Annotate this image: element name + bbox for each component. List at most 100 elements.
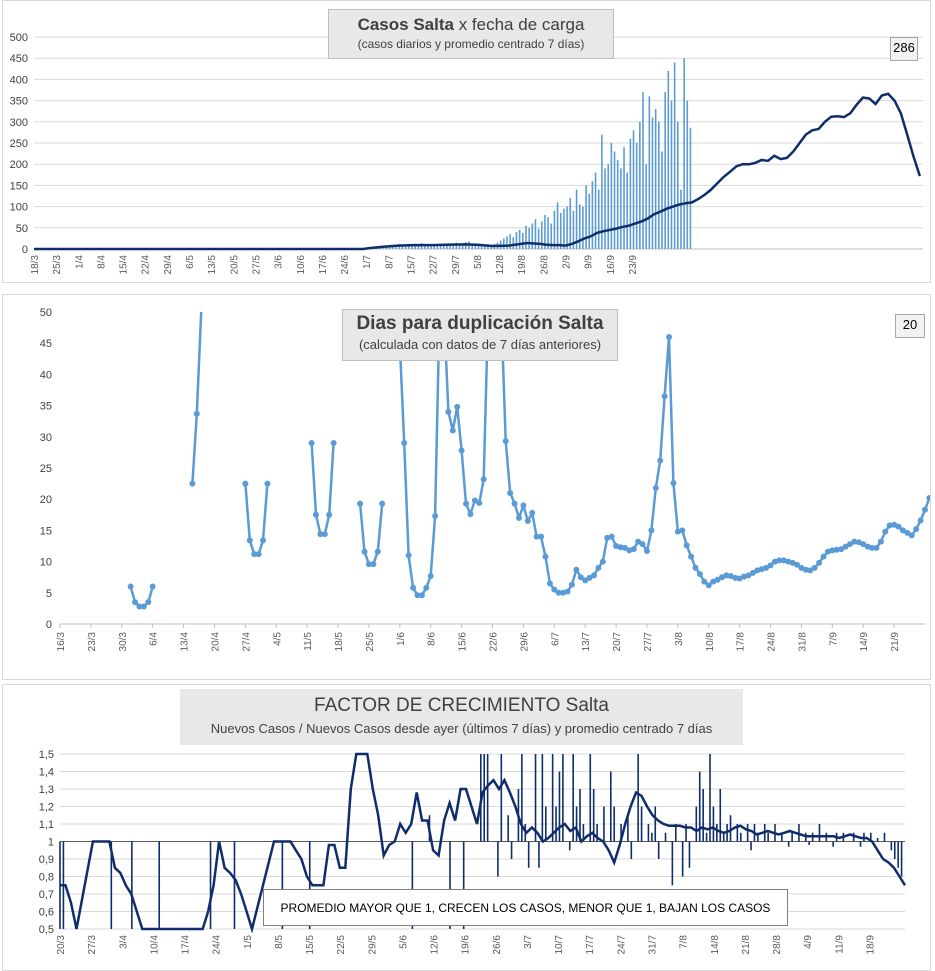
doubling-point — [546, 580, 553, 587]
doubling-point — [515, 514, 522, 521]
x-tick-label: 12/6 — [430, 935, 441, 955]
x-tick-label: 11/9 — [834, 935, 845, 954]
x-tick-label: 29/4 — [163, 255, 174, 275]
x-tick-label: 5/6 — [398, 935, 409, 949]
daily-case-bar — [585, 185, 587, 249]
doubling-point — [538, 533, 545, 540]
daily-case-bar — [471, 244, 473, 249]
daily-case-bar — [632, 130, 635, 249]
daily-case-bar — [430, 246, 432, 249]
chart-dup-title: Dias para duplicación Salta — [356, 313, 604, 334]
daily-case-bar — [607, 164, 610, 249]
daily-case-bar — [648, 96, 651, 249]
x-tick-label: 8/4 — [96, 255, 107, 269]
doubling-line — [358, 503, 384, 566]
doubling-point — [807, 567, 814, 574]
doubling-point — [189, 480, 196, 487]
x-tick-label: 23/9 — [628, 255, 639, 275]
doubling-point — [635, 538, 642, 545]
x-tick-label: 14/9 — [859, 632, 870, 652]
daily-case-bar — [477, 246, 480, 249]
daily-case-bar — [683, 58, 685, 250]
daily-case-bar — [613, 151, 616, 249]
doubling-point — [696, 571, 703, 578]
daily-case-bar — [503, 238, 505, 249]
doubling-point — [639, 541, 646, 548]
x-tick-label: 13/4 — [180, 632, 191, 652]
daily-case-bar — [534, 219, 537, 249]
daily-case-bar — [594, 172, 597, 249]
daily-case-bar — [404, 244, 407, 249]
chart-factor-title-box: FACTOR DE CRECIMIENTO Salta Nuevos Casos… — [180, 689, 743, 745]
x-tick-label: 21/8 — [741, 935, 752, 955]
average-line — [34, 92, 922, 251]
daily-case-bar — [446, 243, 448, 249]
doubling-point — [670, 479, 677, 486]
doubling-point — [251, 551, 258, 558]
daily-case-bar — [525, 225, 527, 249]
y-tick-label: 1,3 — [39, 784, 54, 796]
doubling-point — [454, 403, 461, 410]
chart-dup-title-box: Dias para duplicación Salta (calculada c… — [342, 309, 618, 361]
doubling-point — [449, 427, 456, 434]
doubling-point — [145, 599, 152, 606]
factor-average-line — [60, 752, 907, 934]
daily-case-bar — [540, 221, 543, 249]
chart-casos-subtitle: (casos diarios y promedio centrado 7 día… — [357, 37, 585, 51]
x-tick-label: 10/7 — [554, 935, 565, 955]
doubling-point — [745, 572, 752, 579]
daily-case-bar — [537, 228, 540, 249]
doubling-point — [432, 513, 439, 520]
doubling-point — [379, 500, 386, 507]
x-tick-label: 11/5 — [303, 632, 314, 651]
daily-case-bar — [395, 245, 398, 249]
doubling-point — [794, 561, 801, 568]
y-tick-label: 350 — [10, 96, 28, 108]
daily-case-bar — [673, 62, 676, 249]
daily-case-bar — [651, 117, 654, 249]
doubling-point — [502, 438, 509, 445]
doubling-point — [193, 410, 200, 417]
doubling-point — [802, 566, 809, 573]
panel-factor: 0,5 0,6 0,7 0,8 0,9 1 1,1 1,2 1,3 1,4 1,5 20/3 27/3 3… — [2, 684, 931, 971]
doubling-point — [913, 526, 920, 533]
doubling-point — [599, 558, 606, 565]
doubling-point — [904, 529, 911, 536]
y-tick-label: 30 — [40, 432, 52, 444]
doubling-point — [242, 480, 249, 487]
doubling-point — [621, 544, 628, 551]
doubling-point — [873, 544, 880, 551]
doubling-point — [705, 582, 712, 589]
doubling-point — [357, 500, 364, 507]
doubling-point — [551, 586, 558, 593]
y-tick-label: 0,8 — [39, 872, 54, 884]
x-tick-label: 15/4 — [119, 255, 130, 275]
x-tick-label: 27/4 — [241, 632, 252, 652]
x-tick-label: 17/8 — [736, 632, 747, 652]
daily-case-bar — [610, 143, 613, 249]
x-tick-label: 3/8 — [674, 632, 685, 646]
chart-casos-title-suffix: x fecha de carga — [458, 15, 585, 34]
doubling-point — [555, 589, 562, 596]
doubling-line — [244, 483, 269, 556]
daily-case-bar — [680, 189, 682, 249]
x-tick-label: 26/8 — [539, 255, 550, 275]
x-tick-label: 15/6 — [458, 632, 469, 652]
doubling-point — [264, 480, 271, 487]
x-tick-label: 24/6 — [340, 255, 351, 275]
doubling-point — [401, 440, 408, 447]
doubling-point — [591, 572, 598, 579]
x-tick-label: 13/5 — [207, 255, 218, 275]
daily-case-bar — [512, 237, 515, 249]
daily-case-bar — [597, 189, 600, 249]
daily-case-bar — [686, 100, 689, 249]
x-tick-label: 30/3 — [118, 632, 129, 652]
doubling-point — [410, 584, 417, 591]
doubling-point — [568, 581, 575, 588]
x-tick-label: 22/7 — [429, 255, 440, 275]
daily-case-bar — [408, 244, 410, 249]
doubling-point — [405, 552, 412, 559]
daily-case-bar — [623, 147, 625, 249]
doubling-point — [723, 572, 730, 579]
doubling-point — [595, 564, 602, 571]
